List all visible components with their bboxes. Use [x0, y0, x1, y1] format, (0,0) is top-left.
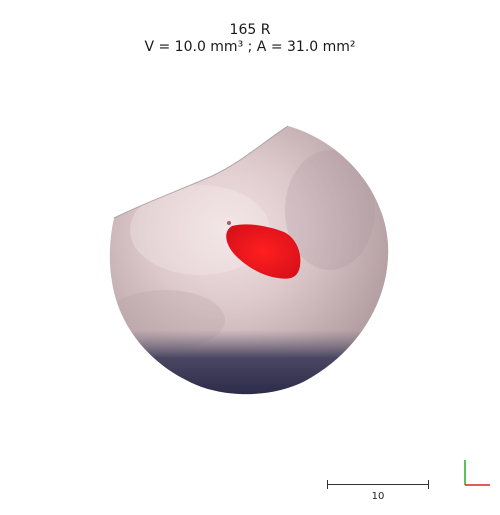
tissue-edge: [113, 125, 289, 219]
scale-bar-label: 10: [371, 491, 385, 502]
lesion-segmentation[interactable]: [226, 224, 301, 279]
specimen-label: 165 R: [229, 22, 271, 38]
orientation-axes-icon: [464, 460, 490, 486]
scale-bar-tick-left: [327, 480, 328, 489]
scale-bar-tick-right: [428, 480, 429, 489]
scale-bar: 10: [327, 478, 431, 502]
measurement-readout: V = 10.0 mm³ ; A = 31.0 mm²: [144, 39, 356, 55]
scale-bar-line: [327, 484, 429, 485]
lesion-marker: [227, 221, 231, 225]
